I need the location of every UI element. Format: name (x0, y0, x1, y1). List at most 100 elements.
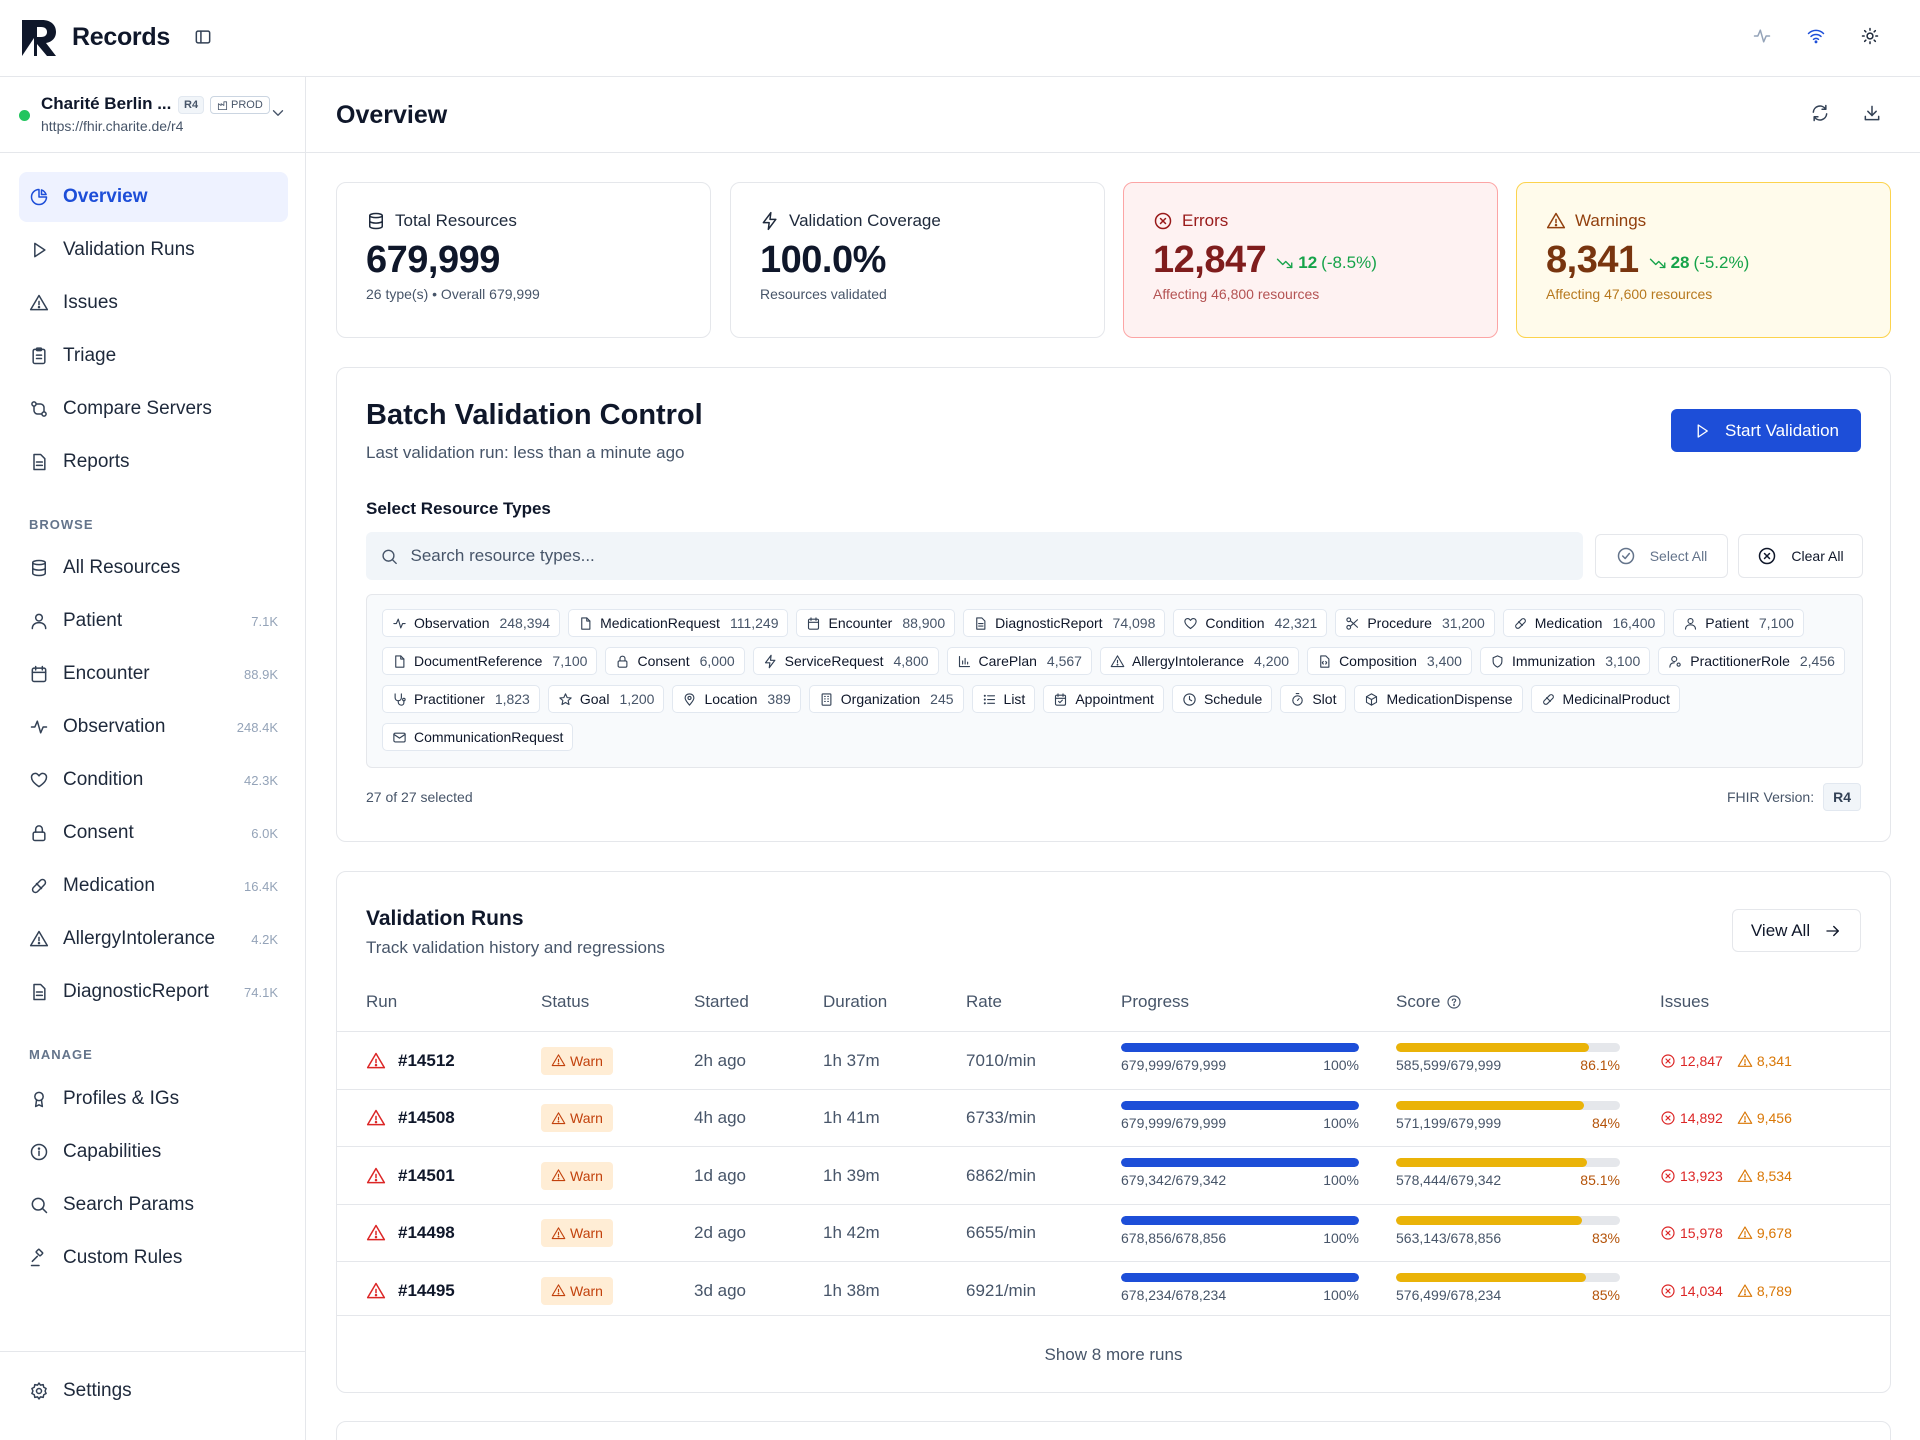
nav-item-validation-runs[interactable]: Validation Runs (19, 225, 288, 275)
resource-type-chip[interactable]: Organization 245 (808, 685, 964, 713)
resource-type-name: Procedure (1367, 615, 1432, 631)
nav-item-medication[interactable]: Medication 16.4K (19, 861, 288, 911)
resource-type-name: Schedule (1203, 691, 1263, 707)
run-score: 571,199/679,999 84% (1396, 1090, 1620, 1147)
resource-type-chip[interactable]: Medication 16,400 (1502, 609, 1666, 637)
nav-item-overview[interactable]: Overview (19, 172, 288, 222)
wifi-icon[interactable] (1806, 26, 1830, 50)
table-row[interactable]: #14498 Warn 2d ago 1h 42m 6655/min 678,856/67… (337, 1203, 1890, 1261)
resource-type-chip[interactable]: ServiceRequest 4,800 (752, 647, 939, 675)
select-all-button[interactable]: Select All (1595, 534, 1728, 578)
chevron-down-icon[interactable] (269, 104, 287, 122)
resource-type-chip[interactable]: CommunicationRequest (382, 723, 574, 751)
resource-type-chip[interactable]: MedicationDispense (1354, 685, 1523, 713)
sidebar-toggle-icon[interactable] (193, 27, 217, 51)
resource-type-chip[interactable]: Location 389 (672, 685, 801, 713)
table-row[interactable]: #14501 Warn 1d ago 1h 39m 6862/min 679,342/67… (337, 1146, 1890, 1203)
search-icon (31, 1197, 48, 1214)
nav-item-capabilities[interactable]: Capabilities (19, 1127, 288, 1177)
nav-item-triage[interactable]: Triage (19, 331, 288, 381)
nav-item-diagnosticreport[interactable]: DiagnosticReport 74.1K (19, 967, 288, 1017)
resource-type-count: 1,823 (494, 691, 530, 707)
nav-section-browse: BROWSE (29, 517, 94, 532)
server-status-dot (19, 110, 30, 121)
resource-type-chip[interactable]: DocumentReference 7,100 (382, 647, 598, 675)
nav-item-observation[interactable]: Observation 248.4K (19, 702, 288, 752)
nav-item-issues[interactable]: Issues (19, 278, 288, 328)
run-progress: 679,342/679,342 100% (1121, 1147, 1359, 1204)
resource-type-chip[interactable]: CarePlan 4,567 (946, 647, 1092, 675)
score-text: 563,143/678,856 (1396, 1229, 1502, 1246)
download-icon[interactable] (1862, 103, 1884, 125)
nav-item-allergyintolerance[interactable]: AllergyIntolerance 4.2K (19, 914, 288, 964)
resource-type-chip[interactable]: PractitionerRole 2,456 (1658, 647, 1845, 675)
resource-type-name: Encounter (828, 615, 893, 631)
resource-type-chip[interactable]: MedicationRequest 111,249 (568, 609, 789, 637)
refresh-icon[interactable] (1810, 103, 1832, 125)
sun-icon[interactable] (1860, 26, 1884, 50)
nav-item-patient[interactable]: Patient 7.1K (19, 596, 288, 646)
run-id[interactable]: #14512 (398, 1050, 455, 1070)
resource-type-chip[interactable]: AllergyIntolerance 4,200 (1099, 647, 1300, 675)
resource-type-chip[interactable]: Procedure 31,200 (1335, 609, 1495, 637)
nav-item-settings[interactable]: Settings (19, 1366, 288, 1416)
user-cog-icon (1669, 655, 1681, 668)
nav-item-encounter[interactable]: Encounter 88.9K (19, 649, 288, 699)
col-status: Status (541, 992, 590, 1011)
table-row[interactable]: #14512 Warn 2h ago 1h 37m 7010/min 679,999/67… (337, 1031, 1890, 1088)
resource-type-count: 7,100 (1758, 615, 1794, 631)
nav-item-consent[interactable]: Consent 6.0K (19, 808, 288, 858)
col-issues: Issues (1660, 992, 1710, 1011)
start-validation-button[interactable]: Start Validation (1671, 409, 1861, 452)
nav-item-reports[interactable]: Reports (19, 437, 288, 487)
resource-type-chip[interactable]: Immunization 3,100 (1479, 647, 1651, 675)
stat-value: 100.0% (760, 239, 886, 281)
resource-type-search-input[interactable] (410, 546, 1569, 566)
resource-type-chip[interactable]: DiagnosticReport 74,098 (963, 609, 1166, 637)
resource-type-count: 4,567 (1046, 653, 1082, 669)
run-id[interactable]: #14498 (398, 1223, 455, 1242)
resource-type-chip[interactable]: Observation 248,394 (382, 609, 561, 637)
resource-type-chip[interactable]: Appointment (1043, 685, 1164, 713)
stat-value: 8,341 (1546, 239, 1639, 281)
nav-item-all-resources[interactable]: All Resources (19, 543, 288, 593)
fhir-version-badge: R4 (1823, 783, 1861, 811)
resource-type-chip[interactable]: Condition 42,321 (1173, 609, 1328, 637)
resource-type-chip[interactable]: MedicinalProduct (1530, 685, 1680, 713)
show-more-runs-button[interactable]: Show 8 more runs (337, 1315, 1890, 1393)
run-id[interactable]: #14495 (398, 1280, 455, 1300)
view-all-button[interactable]: View All (1732, 909, 1861, 952)
selected-count: 27 of 27 selected (366, 789, 473, 805)
progress-pct: 100% (1323, 1229, 1359, 1246)
resource-type-chip[interactable]: Slot (1280, 685, 1347, 713)
clear-all-button[interactable]: Clear All (1738, 534, 1863, 578)
resource-type-chip[interactable]: Patient 7,100 (1673, 609, 1804, 637)
run-id[interactable]: #14508 (398, 1108, 455, 1127)
resource-type-chip[interactable]: List (971, 685, 1036, 713)
resource-type-chip[interactable]: Composition 3,400 (1307, 647, 1472, 675)
resource-type-chip[interactable]: Consent 6,000 (605, 647, 745, 675)
stat-validation-coverage: Validation Coverage 100.0% Resources val… (730, 182, 1105, 338)
select-resource-types-label: Select Resource Types (366, 499, 551, 518)
run-id[interactable]: #14501 (398, 1165, 455, 1185)
nav-count: 88.9K (244, 666, 278, 682)
help-circle-icon[interactable] (1446, 994, 1462, 1010)
resource-type-chip[interactable]: Goal 1,200 (547, 685, 665, 713)
nav-item-condition[interactable]: Condition 42.3K (19, 755, 288, 805)
resource-type-chip[interactable]: Practitioner 1,823 (382, 685, 540, 713)
table-row[interactable]: #14508 Warn 4h ago 1h 41m 6733/min 679,999/67… (337, 1088, 1890, 1147)
server-selector[interactable]: Charité Berlin ... R4 PROD https://fhir.… (0, 77, 305, 153)
activity-icon[interactable] (1752, 26, 1776, 50)
resource-type-count: 4,800 (893, 653, 929, 669)
error-count-value: 12,847 (1680, 1052, 1723, 1069)
nav-item-search-params[interactable]: Search Params (19, 1180, 288, 1230)
resource-type-chip[interactable]: Encounter 88,900 (796, 609, 956, 637)
resource-type-chip[interactable]: Schedule (1171, 685, 1273, 713)
clock-icon (1183, 692, 1196, 706)
nav-item-profiles[interactable]: Profiles & IGs (19, 1074, 288, 1124)
nav-item-custom-rules[interactable]: Custom Rules (19, 1233, 288, 1283)
nav-count: 7.1K (251, 613, 278, 629)
table-row[interactable]: #14495 Warn 3d ago 1h 38m 6921/min 678,234/67… (337, 1261, 1890, 1318)
nav-item-compare-servers[interactable]: Compare Servers (19, 384, 288, 434)
run-rate: 6921/min (966, 1280, 1036, 1300)
